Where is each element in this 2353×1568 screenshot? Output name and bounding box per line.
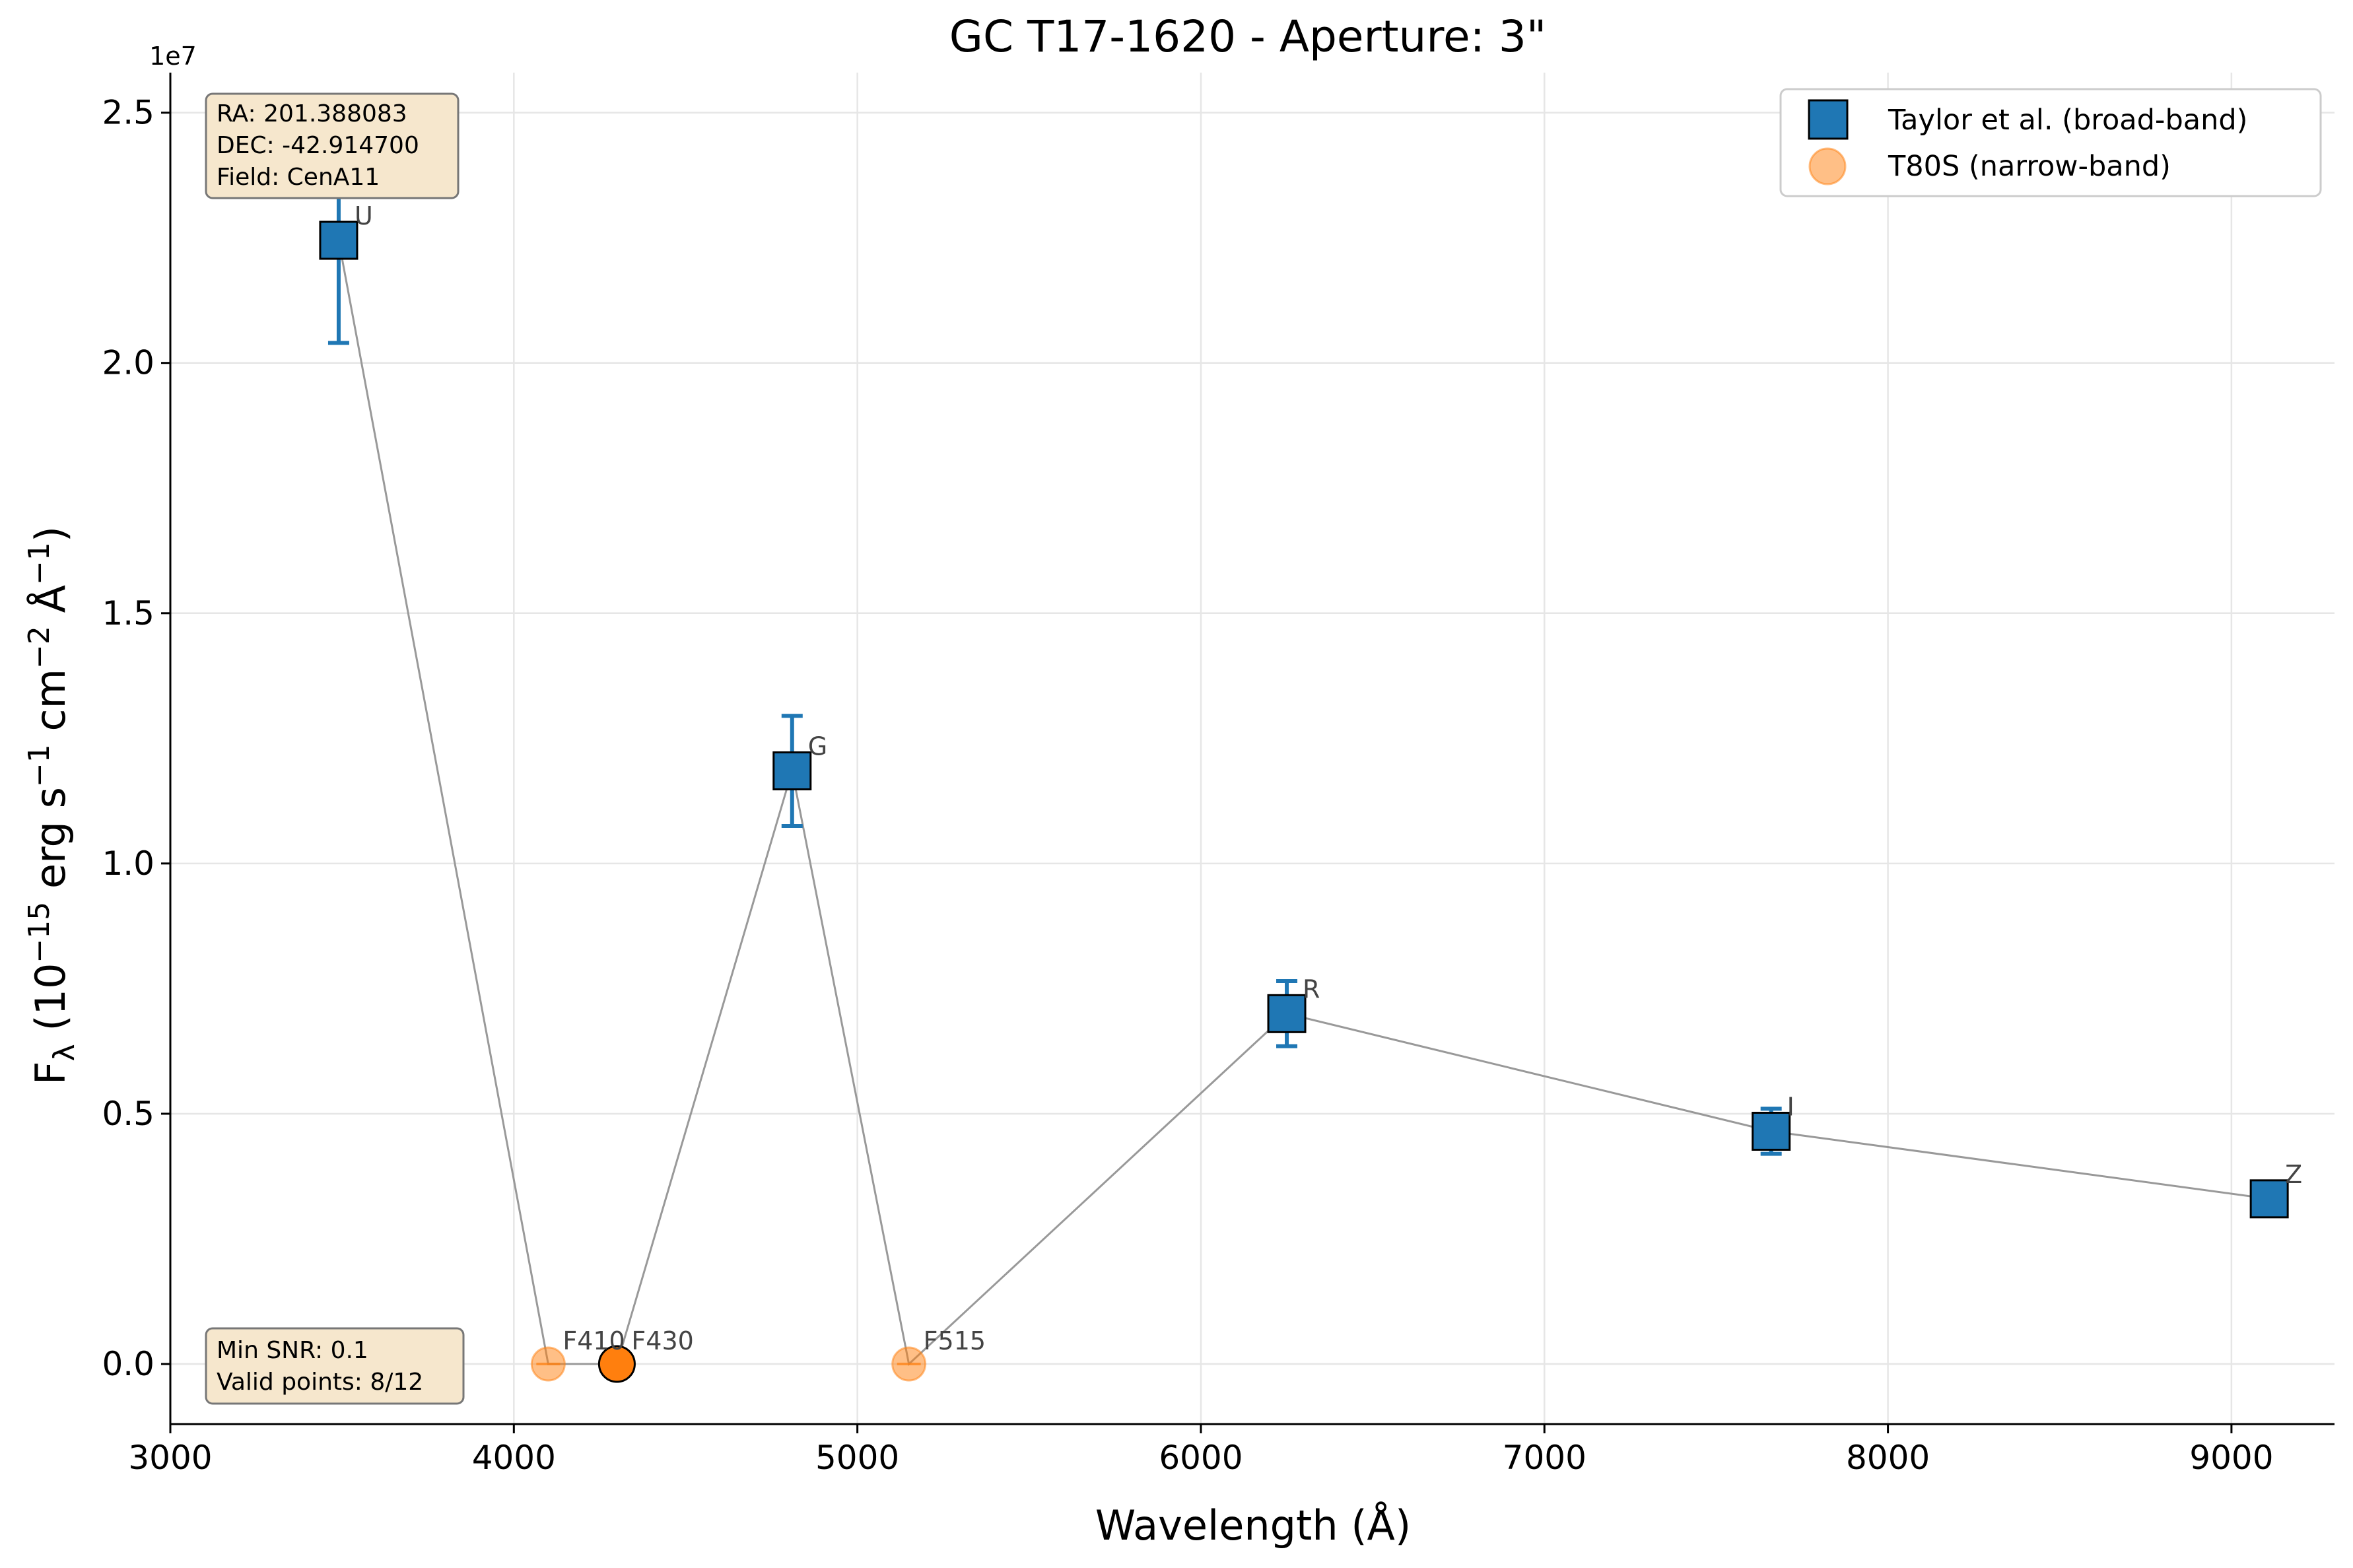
legend-label-broad-band: Taylor et al. (broad-band)	[1888, 104, 2247, 137]
narrow-band-point-f430	[597, 1345, 636, 1383]
point-labels: U G R I Z F410 F430 F515	[355, 201, 2302, 1355]
x-tick-label: 8000	[1846, 1439, 1930, 1477]
y-offset-label: 1e7	[149, 42, 197, 71]
error-bars	[327, 130, 1782, 1366]
point-label-g: G	[808, 732, 827, 761]
info-valid-points: Valid points: 8/12	[217, 1369, 423, 1396]
legend: Taylor et al. (broad-band) T80S (narrow-…	[1779, 88, 2322, 197]
narrow-band-point-f410	[530, 1346, 566, 1382]
y-tick-label: 2.0	[102, 344, 154, 382]
point-label-f430: F430	[631, 1326, 693, 1355]
x-tick-label: 6000	[1159, 1439, 1243, 1477]
x-tick-label: 3000	[128, 1439, 212, 1477]
x-axis-label: Wavelength (Å)	[1095, 1501, 1411, 1550]
chart-title: GC T17-1620 - Aperture: 3"	[949, 11, 1546, 62]
legend-marker-broad-band	[1808, 99, 1849, 140]
narrow-band-point-f515	[891, 1346, 927, 1382]
broad-band-point-r	[1267, 994, 1307, 1033]
legend-marker-narrow-band	[1808, 147, 1847, 186]
sed-connecting-line	[337, 240, 2270, 1366]
broad-band-point-i	[1752, 1111, 1791, 1151]
y-tick-label: 0.5	[102, 1095, 154, 1133]
info-dec: DEC: -42.914700	[217, 132, 419, 159]
y-tick-label: 0.0	[102, 1345, 154, 1383]
y-axis-label: Fλ (10−15 erg s−1 cm−2 Å−1)	[22, 526, 81, 1085]
point-label-f410: F410	[563, 1326, 625, 1355]
point-label-r: R	[1303, 974, 1320, 1004]
legend-label-narrow-band: T80S (narrow-band)	[1888, 150, 2171, 183]
axes: 3000 4000 5000 6000 7000 8000 9000 0.0 0.5 1.0 1.5…	[102, 73, 2335, 1477]
x-tick-label: 7000	[1503, 1439, 1586, 1477]
point-label-i: I	[1787, 1092, 1794, 1121]
data-points	[319, 221, 2289, 1383]
broad-band-point-z	[2249, 1179, 2289, 1219]
point-label-z: Z	[2285, 1160, 2302, 1189]
connecting-line	[337, 240, 2270, 1366]
point-label-f515: F515	[924, 1326, 986, 1355]
x-tick-label: 5000	[815, 1439, 899, 1477]
y-tick-label: 1.5	[102, 594, 154, 632]
y-tick-label: 1.0	[102, 844, 154, 883]
broad-band-point-u	[319, 221, 358, 260]
y-tick-label: 2.5	[102, 94, 154, 132]
info-field: Field: CenA11	[217, 164, 380, 191]
info-box-top: RA: 201.388083 DEC: -42.914700 Field: Ce…	[205, 92, 460, 199]
x-tick-label: 4000	[472, 1439, 556, 1477]
grid-lines	[169, 73, 2335, 1424]
info-ra: RA: 201.388083	[217, 100, 407, 127]
point-label-u: U	[355, 201, 373, 230]
x-tick-label: 9000	[2189, 1439, 2273, 1477]
info-box-bottom: Min SNR: 0.1 Valid points: 8/12	[205, 1327, 465, 1405]
broad-band-point-g	[772, 751, 812, 791]
info-min-snr: Min SNR: 0.1	[217, 1337, 368, 1364]
